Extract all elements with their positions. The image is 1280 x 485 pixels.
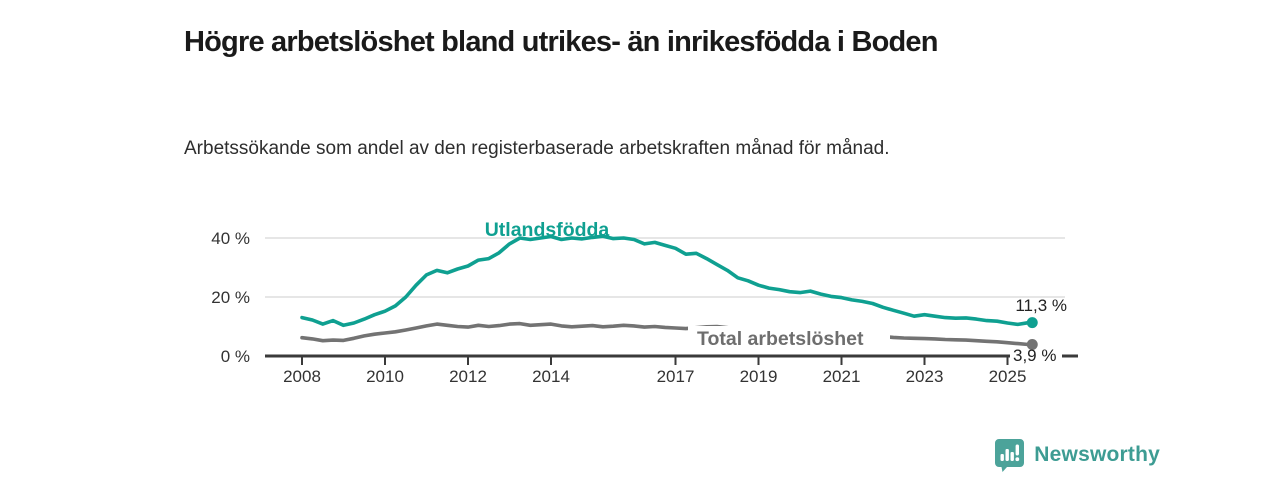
x-tick-label-2025: 2025: [989, 367, 1027, 386]
bar-chart-speech-bubble-icon: [995, 438, 1025, 472]
page-title: Högre arbetslöshet bland utrikes- än inr…: [184, 26, 938, 59]
x-tick-label-2012: 2012: [449, 367, 487, 386]
series-line-total-arbetsloshet: [300, 321, 1031, 347]
chart-subtitle: Arbetssökande som andel av den registerb…: [184, 138, 890, 159]
end-dot-total-arbetsloshet: [1026, 338, 1038, 350]
series-label-utlandsfodda: Utlandsfödda: [485, 219, 610, 241]
end-value-label-total-arbetsloshet: 3,9 %: [1013, 346, 1056, 365]
x-tick-label-2019: 2019: [740, 367, 778, 386]
x-tick-label-2021: 2021: [823, 367, 861, 386]
y-tick-label-0: 0 %: [221, 347, 250, 366]
x-tick-label-2008: 2008: [283, 367, 321, 386]
label-mask-end-value: [1010, 347, 1062, 365]
brand-name: Newsworthy: [1034, 443, 1160, 466]
x-tick-label-2017: 2017: [657, 367, 695, 386]
label-mask-total: [688, 326, 890, 350]
x-tick-label-2010: 2010: [366, 367, 404, 386]
series-line-utlandsfodda: [300, 234, 1031, 328]
end-dot-utlandsfodda: [1026, 317, 1038, 329]
x-tick-label-2023: 2023: [906, 367, 944, 386]
end-value-label-utlandsfodda: 11,3 %: [1015, 296, 1067, 315]
y-tick-label-40: 40 %: [211, 229, 250, 248]
x-tick-label-2014: 2014: [532, 367, 570, 386]
series-label-total-arbetsloshet: Total arbetslöshet: [697, 328, 864, 350]
newsworthy-brand: Newsworthy: [994, 438, 1160, 472]
y-tick-label-20: 20 %: [211, 288, 250, 307]
